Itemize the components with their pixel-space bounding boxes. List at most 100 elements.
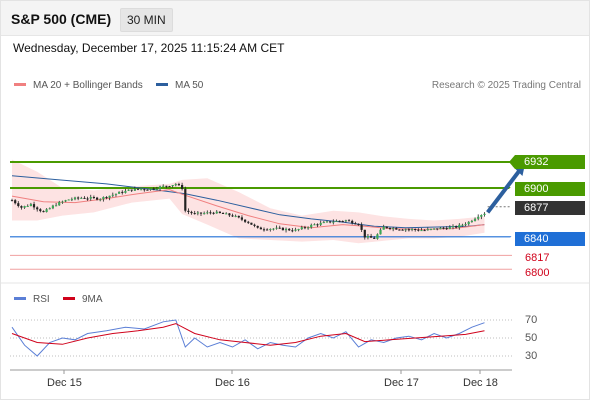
candle-body [363, 229, 366, 238]
ma20-line [11, 189, 485, 230]
candle-body [461, 224, 464, 226]
candle-body [29, 204, 32, 206]
candle-body [417, 229, 420, 231]
candle-body [64, 200, 67, 202]
candle-body [373, 237, 376, 239]
candle-body [262, 229, 266, 231]
candle-body [281, 227, 284, 231]
candle-body [168, 186, 171, 188]
header-bar: S&P 500 (CME) 30 MIN [1, 1, 589, 36]
rsi-tick-50: 50 [525, 332, 538, 344]
candle-body [297, 229, 300, 231]
candle-body [370, 236, 373, 238]
candle-body [303, 227, 306, 229]
candle-body [51, 205, 54, 209]
copyright-text: Research © 2025 Trading Central [431, 80, 581, 91]
candle-body [187, 210, 190, 212]
candle-body [23, 206, 26, 208]
candle-body [483, 213, 486, 215]
candle-body [140, 189, 143, 191]
level-label-6800: 6800 [525, 267, 550, 279]
candle-body [420, 230, 423, 232]
candle-body [177, 184, 180, 186]
candle-body [10, 200, 14, 202]
candle-body [55, 205, 58, 207]
candle-body [209, 212, 212, 214]
candle-body [379, 229, 382, 235]
legend-ma50-label: MA 50 [175, 80, 204, 91]
rsi-ma-line [11, 323, 485, 346]
candle-body [61, 201, 64, 203]
candle-body [130, 189, 133, 191]
rsi-tick-30: 30 [525, 350, 538, 362]
rsi-swatch [14, 296, 26, 300]
candle-body [253, 224, 256, 226]
candle-body [237, 215, 240, 218]
legend-ma20: MA 20 + Bollinger Bands [14, 80, 143, 92]
candle-body [231, 215, 234, 217]
candle-body [196, 212, 199, 214]
candle-body [398, 229, 401, 231]
candle-body [401, 229, 404, 231]
candle-body [423, 230, 426, 232]
candle-body [272, 228, 275, 230]
level-tag-6877-label: 6877 [524, 202, 549, 214]
candle-body [414, 229, 417, 230]
candle-body [152, 188, 155, 190]
candle-body [284, 228, 288, 231]
candle-body [206, 212, 209, 214]
candle-body [335, 220, 338, 222]
candle-body [357, 224, 360, 226]
legend-rsi-label: RSI [33, 294, 50, 305]
candle-body [439, 227, 442, 230]
candle-body [436, 228, 439, 230]
rsi-tick-70: 70 [525, 314, 538, 326]
rsi-line [11, 319, 485, 357]
interval-selector[interactable]: 30 MIN [120, 8, 173, 32]
candle-body [344, 220, 347, 222]
candle-body [165, 185, 168, 187]
x-tick-dec16: Dec 16 [215, 377, 250, 389]
candle-body [332, 221, 335, 223]
candle-body [111, 194, 114, 196]
candle-body [143, 189, 146, 191]
candle-body [212, 212, 215, 214]
candle-body [329, 221, 332, 223]
candle-body [99, 199, 102, 201]
candle-body [36, 207, 39, 210]
candle-body [67, 199, 70, 201]
legend-rsi-ma-label: 9MA [82, 294, 103, 305]
candle-body [376, 234, 379, 239]
candle-body [171, 185, 174, 187]
candle-body [429, 228, 432, 230]
candle-body [228, 213, 231, 216]
candle-body [291, 230, 294, 232]
candle-body [300, 227, 303, 230]
candle-body [347, 220, 351, 222]
candle-body [338, 220, 341, 222]
candle-body [114, 193, 118, 195]
candle-body [473, 218, 477, 221]
candle-body [354, 223, 357, 225]
candle-body [190, 211, 193, 214]
candle-body [48, 208, 51, 210]
candle-body [395, 228, 398, 230]
candle-body [322, 222, 325, 224]
candle-body [310, 224, 313, 228]
candle-body [221, 213, 225, 214]
ma50-swatch [156, 82, 168, 86]
candle-body [73, 197, 77, 200]
x-tick-dec17: Dec 17 [384, 377, 419, 389]
x-tick-dec18: Dec 18 [463, 377, 498, 389]
candle-body [382, 226, 385, 230]
candle-body [17, 203, 20, 206]
candle-body [385, 226, 388, 229]
candle-body [266, 229, 269, 231]
candle-body [467, 221, 470, 225]
candle-body [392, 228, 395, 230]
candle-body [316, 224, 319, 226]
candle-body [77, 197, 80, 199]
candle-body [118, 191, 121, 194]
candle-body [480, 215, 483, 217]
